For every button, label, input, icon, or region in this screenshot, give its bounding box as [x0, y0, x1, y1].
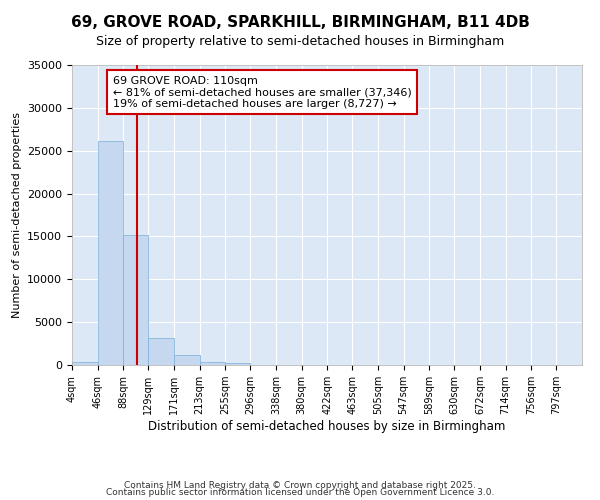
X-axis label: Distribution of semi-detached houses by size in Birmingham: Distribution of semi-detached houses by …: [148, 420, 506, 433]
Bar: [200, 362, 226, 365]
Text: 69 GROVE ROAD: 110sqm
← 81% of semi-detached houses are smaller (37,346)
19% of : 69 GROVE ROAD: 110sqm ← 81% of semi-deta…: [113, 76, 412, 108]
Bar: [98, 142, 124, 365]
Text: Contains public sector information licensed under the Open Government Licence 3.: Contains public sector information licen…: [106, 488, 494, 497]
Y-axis label: Number of semi-detached properties: Number of semi-detached properties: [11, 112, 22, 318]
Bar: [148, 338, 174, 365]
Bar: [124, 234, 148, 365]
Bar: [226, 364, 250, 365]
Text: Contains HM Land Registry data © Crown copyright and database right 2025.: Contains HM Land Registry data © Crown c…: [124, 480, 476, 490]
Text: 69, GROVE ROAD, SPARKHILL, BIRMINGHAM, B11 4DB: 69, GROVE ROAD, SPARKHILL, BIRMINGHAM, B…: [71, 15, 529, 30]
Bar: [72, 362, 98, 365]
Bar: [174, 354, 200, 365]
Text: Size of property relative to semi-detached houses in Birmingham: Size of property relative to semi-detach…: [96, 35, 504, 48]
